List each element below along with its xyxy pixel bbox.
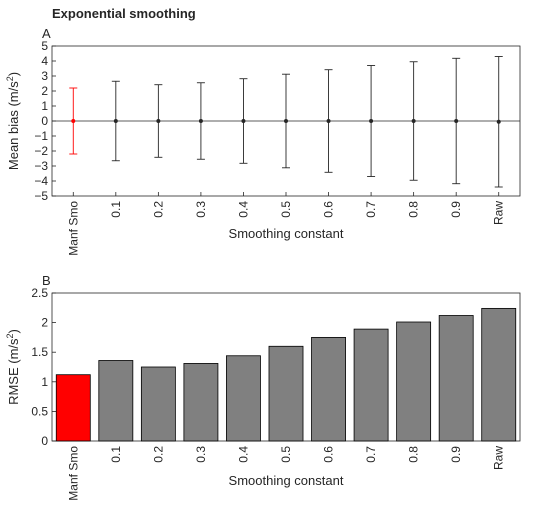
y-axis-label: RMSE (m/s2) [5,329,21,405]
x-tick-label: Manf Smo [66,201,80,256]
mean-point [113,119,118,123]
y-tick-label: 5 [41,39,48,53]
y-tick-label: 1 [41,99,48,113]
x-tick-label: 0.9 [449,446,463,463]
x-axis-label: Smoothing constant [229,473,344,488]
x-tick-label: 0.4 [236,201,250,218]
x-tick-label: 0.6 [322,446,336,463]
bar [396,321,432,442]
y-tick-label: 0 [41,114,48,128]
mean-point [369,119,374,123]
bar [311,336,346,442]
mean-point [496,119,501,124]
panel-letter: B [42,273,51,288]
x-tick-label: 0.5 [279,446,293,463]
x-tick-label: 0.8 [407,446,421,463]
x-axis-label: Smoothing constant [229,226,344,241]
x-tick-label: 0.6 [322,201,336,218]
x-tick-label: 0.1 [109,446,123,463]
bar [268,345,304,442]
x-tick-label: 0.7 [364,201,378,218]
mean-point [411,119,416,123]
y-tick-label: 3 [41,69,48,83]
y-tick-label: 4 [41,54,48,68]
x-tick-label: 0.5 [279,201,293,218]
x-tick-label: 0.2 [151,201,165,218]
y-tick-label: −5 [34,189,48,203]
x-tick-label: 0.9 [449,201,463,218]
panel-letter: A [42,26,51,41]
x-tick-label: 0.7 [364,446,378,463]
figure-title: Exponential smoothing [52,6,196,21]
y-tick-label: 0.5 [31,404,48,418]
mean-point [198,119,203,123]
y-tick-label: 0 [41,434,48,448]
bar [353,328,389,442]
y-tick-label: −2 [34,144,48,158]
panel-b-rmse-chart: B 0 0.5 1 1.5 2 2.5 Manf Smo 0.1 0.2 0.3 0.4 0.5 0.6 0… [5,273,521,501]
y-tick-label: 2.5 [31,286,48,300]
x-tick-label: 0.3 [194,201,208,218]
mean-point [241,119,246,123]
bar [226,355,261,442]
x-tick-label: Manf Smo [66,446,80,501]
x-tick-label: 0.2 [151,446,165,463]
y-tick-label: 2 [41,84,48,98]
x-tick-label: 0.1 [109,201,123,218]
y-axis-label: Mean bias (m/s2) [5,72,21,170]
bar [438,315,474,442]
mean-point [71,119,76,123]
x-tick-label: 0.3 [194,446,208,463]
x-tick-label: 0.4 [236,446,250,463]
mean-point [326,119,331,123]
mean-point [156,119,161,123]
y-tick-label: −3 [34,159,48,173]
mean-point [284,119,288,123]
y-tick-label: −4 [34,174,48,188]
y-tick-label: 1 [41,375,48,389]
x-tick-label: Raw [492,201,506,225]
mean-point [454,119,459,123]
y-tick-label: 1.5 [31,345,48,359]
bar [481,307,517,442]
x-tick-label: Raw [492,446,506,470]
x-tick-label: 0.8 [407,201,421,218]
y-tick-label: −1 [34,129,48,143]
bar [55,374,91,442]
y-tick-label: 2 [41,316,48,330]
bar [183,363,219,442]
bar [98,360,134,442]
bar [140,366,176,442]
